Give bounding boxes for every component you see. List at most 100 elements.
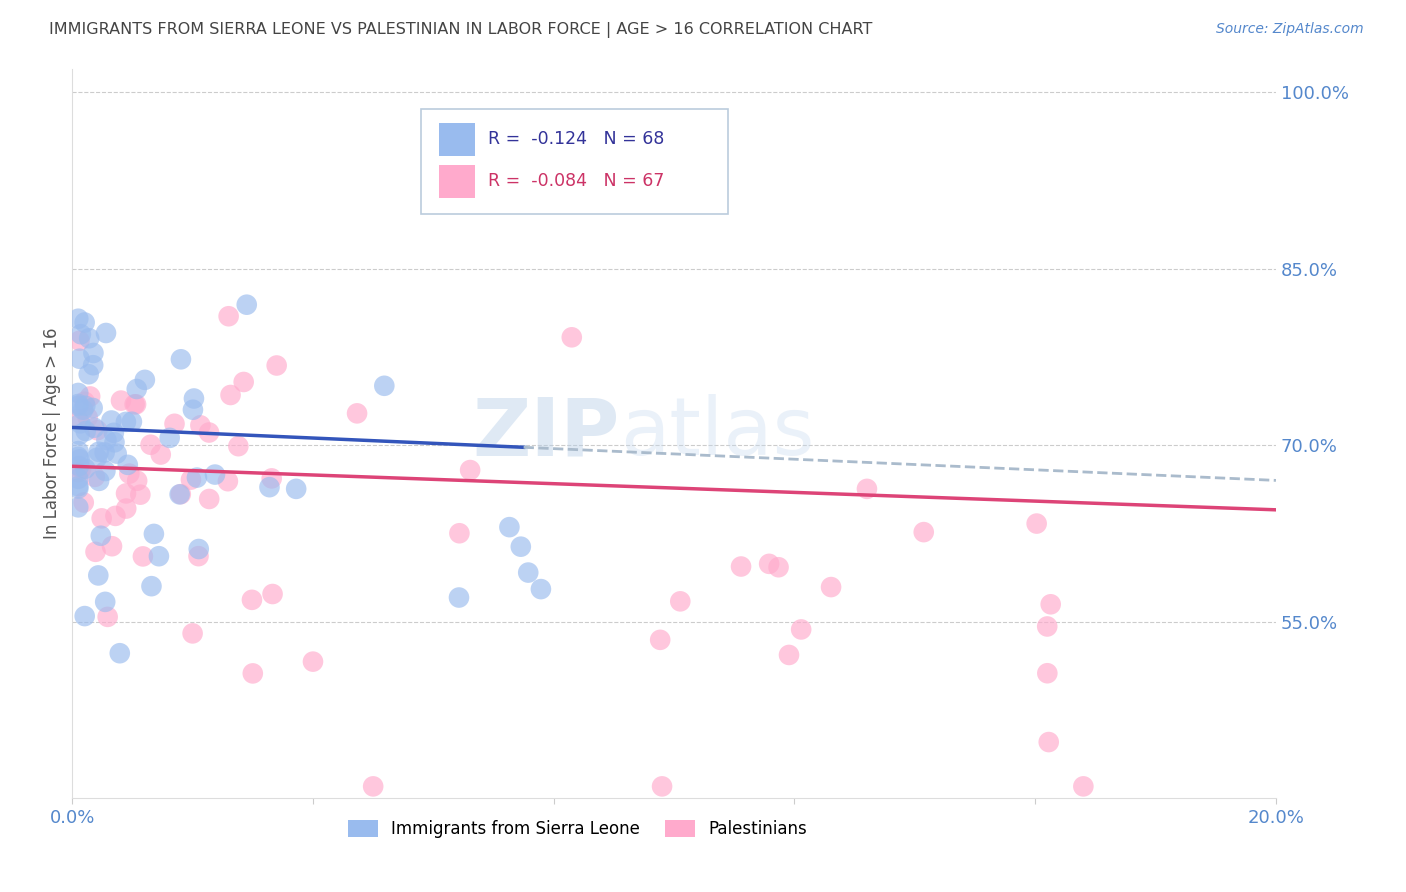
Point [84, 545, 107, 559]
Point [1038, 735, 1060, 749]
Point [170, 487, 193, 501]
Point [1073, 780, 1095, 794]
Point [148, 549, 170, 564]
Point [67, 500, 90, 515]
Point [187, 549, 209, 563]
Point [115, 486, 138, 500]
Point [361, 780, 384, 794]
Point [346, 406, 368, 420]
Point [219, 388, 242, 402]
Point [70, 462, 93, 476]
Point [228, 439, 250, 453]
Point [266, 359, 288, 373]
Point [758, 557, 780, 571]
Point [100, 413, 122, 427]
Point [127, 474, 149, 488]
Point [217, 474, 239, 488]
Text: atlas: atlas [620, 394, 814, 473]
Point [129, 488, 152, 502]
Text: R =  -0.084   N = 67: R = -0.084 N = 67 [488, 172, 664, 190]
Point [651, 780, 673, 794]
Point [67, 472, 90, 486]
Text: R =  -0.124   N = 68: R = -0.124 N = 68 [488, 130, 664, 148]
Y-axis label: In Labor Force | Age > 16: In Labor Force | Age > 16 [44, 327, 60, 539]
Point [458, 463, 481, 477]
Point [530, 582, 553, 596]
Text: IMMIGRANTS FROM SIERRA LEONE VS PALESTINIAN IN LABOR FORCE | AGE > 16 CORRELATIO: IMMIGRANTS FROM SIERRA LEONE VS PALESTIN… [49, 22, 873, 38]
Point [447, 591, 470, 605]
Point [181, 626, 204, 640]
Point [67, 444, 90, 458]
Legend: Immigrants from Sierra Leone, Palestinians: Immigrants from Sierra Leone, Palestinia… [342, 813, 814, 845]
Point [67, 399, 90, 413]
Point [132, 549, 155, 564]
Point [1036, 666, 1059, 681]
Point [139, 438, 162, 452]
Bar [439, 123, 475, 156]
Point [70, 327, 93, 342]
Point [96, 433, 118, 447]
Point [83, 421, 105, 435]
Point [856, 482, 879, 496]
Point [73, 495, 96, 509]
Point [373, 379, 395, 393]
Point [561, 330, 583, 344]
Point [262, 587, 284, 601]
Point [73, 316, 96, 330]
Point [183, 392, 205, 406]
Point [75, 399, 97, 413]
Point [498, 520, 520, 534]
Point [159, 431, 181, 445]
Point [69, 427, 91, 442]
Point [90, 529, 112, 543]
Point [101, 539, 124, 553]
Point [72, 402, 94, 417]
Point [115, 415, 138, 429]
Point [73, 394, 96, 409]
Point [242, 666, 264, 681]
Point [69, 334, 91, 348]
Point [730, 559, 752, 574]
Point [163, 417, 186, 431]
Point [170, 352, 193, 367]
Point [1039, 597, 1062, 611]
Point [67, 482, 90, 496]
Point [125, 397, 148, 411]
Point [260, 471, 283, 485]
Point [1036, 619, 1059, 633]
Point [73, 609, 96, 624]
Point [235, 298, 257, 312]
Point [75, 424, 97, 438]
Point [449, 526, 471, 541]
Point [820, 580, 842, 594]
Point [121, 415, 143, 429]
Point [67, 386, 90, 401]
Point [69, 351, 91, 366]
Point [778, 648, 800, 662]
Point [87, 474, 110, 488]
Text: Source: ZipAtlas.com: Source: ZipAtlas.com [1216, 22, 1364, 37]
Point [75, 461, 97, 475]
Point [232, 375, 254, 389]
Point [86, 450, 108, 465]
Point [87, 444, 110, 458]
Point [141, 579, 163, 593]
Point [134, 373, 156, 387]
Point [87, 568, 110, 582]
Point [104, 508, 127, 523]
Point [97, 610, 120, 624]
Point [198, 425, 221, 440]
Point [82, 346, 104, 360]
Point [110, 393, 132, 408]
Point [1025, 516, 1047, 531]
Point [142, 527, 165, 541]
Point [82, 358, 104, 372]
Point [69, 417, 91, 431]
Point [169, 487, 191, 501]
Point [118, 467, 141, 481]
Point [198, 491, 221, 506]
Point [67, 412, 90, 426]
Point [149, 448, 172, 462]
Point [204, 467, 226, 482]
Point [67, 397, 90, 411]
